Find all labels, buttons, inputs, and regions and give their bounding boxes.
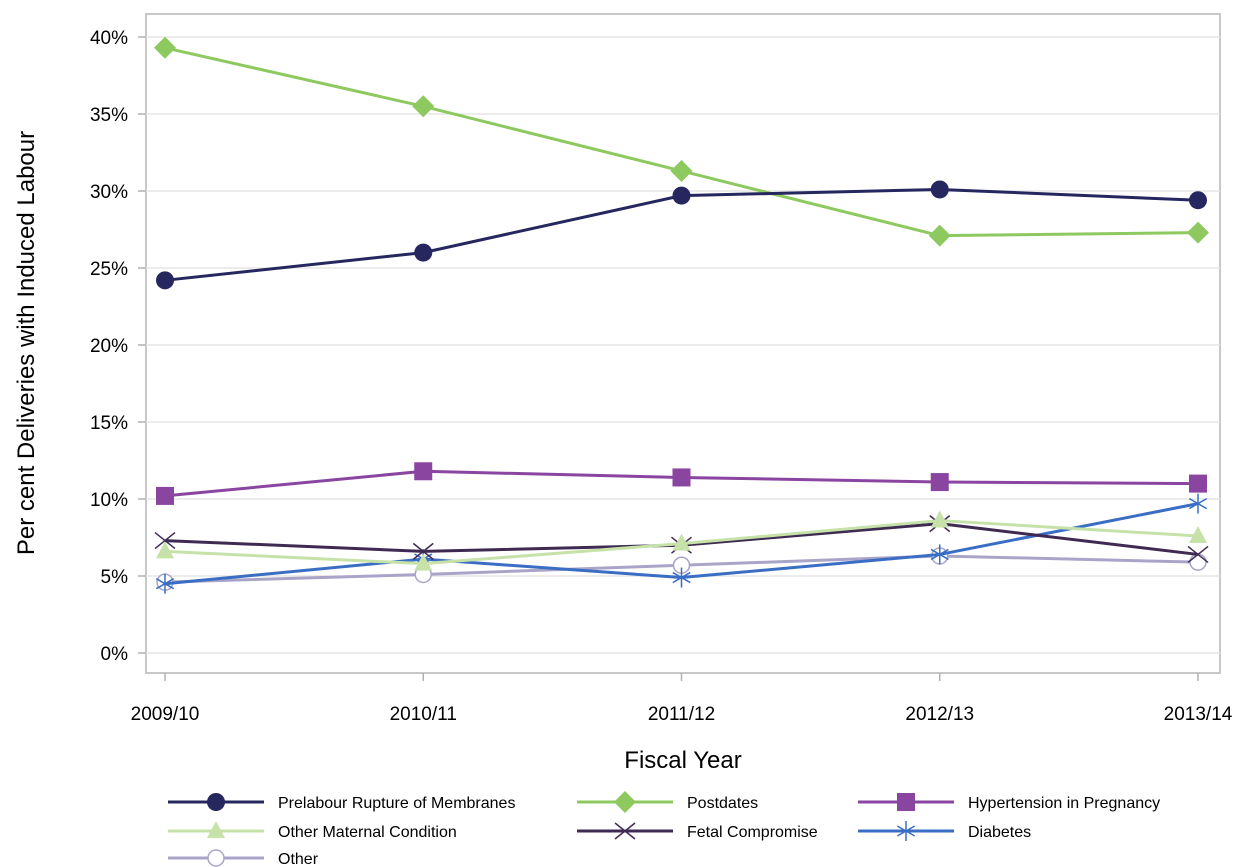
series-postdates <box>154 36 1209 247</box>
legend-item: Other <box>168 849 319 867</box>
marker-stroke <box>1187 545 1209 564</box>
x-tick-label: 2009/10 <box>131 704 200 725</box>
x-tick-label: 2013/14 <box>1164 704 1233 725</box>
data-point <box>1187 221 1209 244</box>
marker-stroke <box>154 531 176 550</box>
legend-item: Fetal Compromise <box>577 822 818 841</box>
legend-label: Other <box>278 851 319 867</box>
legend-item: Prelabour Rupture of Membranes <box>168 793 515 812</box>
data-point <box>1189 553 1207 571</box>
y-tick-label: 20% <box>90 336 128 357</box>
data-point <box>412 542 434 560</box>
y-tick-label: 0% <box>101 644 129 665</box>
data-point <box>155 573 175 594</box>
data-point <box>1189 525 1207 543</box>
data-point <box>930 544 949 565</box>
data-point <box>930 180 949 199</box>
legend-marker <box>614 822 636 840</box>
data-point <box>156 271 174 290</box>
data-point <box>1189 191 1207 210</box>
legend: Prelabour Rupture of Membranes Postdates H… <box>168 791 1160 867</box>
x-tick-label: 2012/13 <box>905 704 974 725</box>
legend-label: Hypertension in Pregnancy <box>968 795 1160 812</box>
series-line <box>164 46 1199 238</box>
marker-stroke <box>672 571 691 584</box>
data-point <box>1189 474 1207 493</box>
marker-stroke <box>155 578 175 590</box>
data-point <box>156 541 174 559</box>
y-tick-label: 15% <box>90 413 128 434</box>
data-point <box>928 224 951 247</box>
legend-marker <box>207 849 225 867</box>
legend-label: Postdates <box>687 795 758 812</box>
legend-marker <box>897 793 915 811</box>
legend-marker <box>896 821 916 841</box>
y-tick-label: 25% <box>90 259 128 280</box>
data-point <box>414 462 433 481</box>
x-axis-ticks: 2009/10 2010/11 2011/12 2012/13 2013/14 <box>131 673 1233 725</box>
data-point <box>414 243 433 262</box>
data-point <box>672 567 691 588</box>
y-axis-ticks: 0% 5% 10% 15% 20% 25% 30% 35% 40% <box>90 28 146 665</box>
legend-item: Other Maternal Condition <box>168 821 457 841</box>
data-point <box>414 553 433 571</box>
marker-stroke <box>614 822 636 840</box>
y-tick-label: 10% <box>90 490 128 511</box>
data-point <box>672 533 691 551</box>
y-tick-label: 40% <box>90 28 128 49</box>
legend-item: Postdates <box>577 791 758 813</box>
data-point <box>672 468 691 487</box>
y-tick-label: 30% <box>90 182 128 203</box>
series-lines <box>154 36 1209 594</box>
data-point <box>672 186 691 205</box>
legend-marker <box>207 793 225 811</box>
marker-stroke <box>412 542 434 560</box>
y-tick-label: 5% <box>101 567 129 588</box>
x-axis-title: Fiscal Year <box>624 747 741 774</box>
marker-stroke <box>896 825 916 837</box>
legend-marker <box>207 821 225 838</box>
data-point <box>154 36 176 59</box>
data-point <box>412 95 435 118</box>
legend-label: Fetal Compromise <box>687 824 818 841</box>
legend-item: Diabetes <box>858 821 1031 841</box>
legend-label: Diabetes <box>968 824 1031 841</box>
y-tick-label: 35% <box>90 105 128 126</box>
series-hypertension-in-pregnancy <box>156 462 1207 505</box>
data-point <box>930 510 949 528</box>
data-point <box>1187 545 1209 564</box>
legend-marker <box>614 791 636 813</box>
x-tick-label: 2011/12 <box>648 704 715 725</box>
data-point <box>154 531 176 550</box>
plot-frame <box>145 13 1221 674</box>
series-other-maternal-condition <box>156 510 1207 571</box>
legend-label: Prelabour Rupture of Membranes <box>278 795 515 812</box>
y-axis-title: Per cent Deliveries with Induced Labour <box>13 131 40 555</box>
data-point <box>930 473 949 492</box>
data-point <box>670 159 693 182</box>
x-tick-label: 2010/11 <box>390 704 457 725</box>
marker-stroke <box>930 548 949 561</box>
legend-item: Hypertension in Pregnancy <box>858 793 1160 812</box>
data-point <box>1188 493 1208 514</box>
legend-label: Other Maternal Condition <box>278 824 457 841</box>
data-point <box>156 486 174 505</box>
series-prelabour-rupture-of-membranes <box>156 180 1207 290</box>
marker-stroke <box>1188 497 1208 510</box>
